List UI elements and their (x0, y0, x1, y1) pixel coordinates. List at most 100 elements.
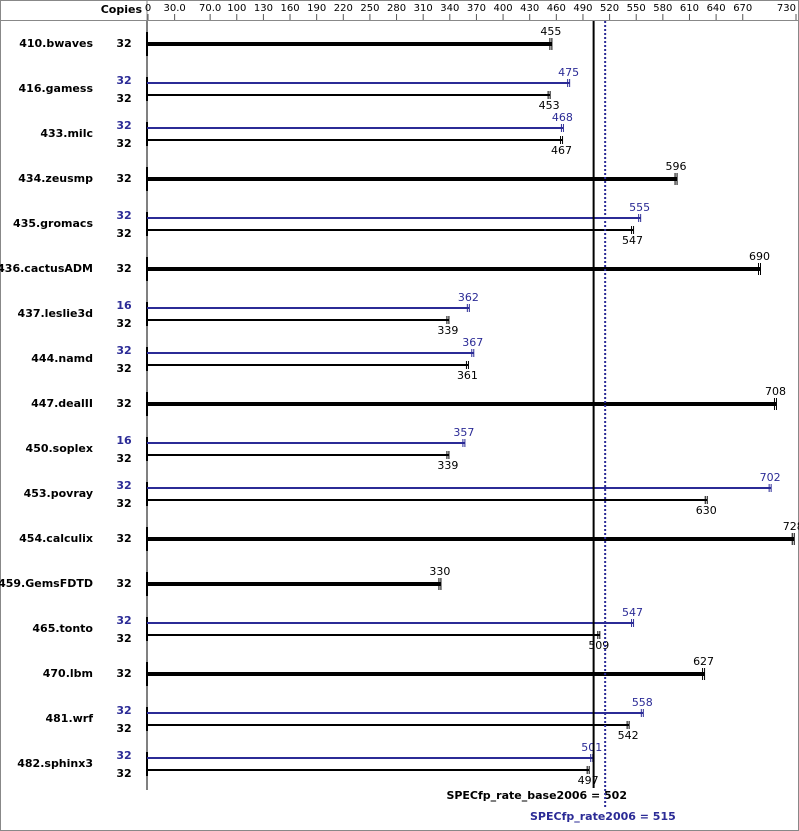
value-label: 555 (629, 201, 650, 214)
benchmark-name: 436.cactusADM (0, 262, 93, 275)
value-label: 627 (693, 655, 714, 668)
x-tick-label: 130 (254, 3, 273, 14)
copies: 32 (116, 632, 131, 645)
benchmark-name: 454.calculix (19, 532, 93, 545)
value-label: 690 (749, 250, 770, 263)
x-tick-label: 100 (227, 3, 246, 14)
x-tick-label: 340 (440, 3, 459, 14)
value-label: 542 (618, 729, 639, 742)
value-label: 361 (457, 369, 478, 382)
value-label: 708 (765, 385, 786, 398)
copies: 32 (116, 172, 131, 185)
copies: 32 (116, 262, 131, 275)
benchmark-name: 470.lbm (43, 667, 93, 680)
copies: 32 (116, 704, 131, 717)
value-label: 467 (551, 144, 572, 157)
x-tick-label: 580 (653, 3, 672, 14)
x-tick-label: 460 (547, 3, 566, 14)
benchmark-name: 465.tonto (32, 622, 93, 635)
copies: 32 (116, 227, 131, 240)
value-label: 455 (540, 25, 561, 38)
x-tick-label: 220 (334, 3, 353, 14)
reference-label: SPECfp_rate_base2006 = 502 (446, 789, 627, 802)
value-label: 558 (632, 696, 653, 709)
value-label: 547 (622, 234, 643, 247)
x-tick-label: 400 (494, 3, 513, 14)
value-label: 497 (578, 774, 599, 787)
benchmark-name: 444.namd (31, 352, 93, 365)
benchmark-name: 435.gromacs (13, 217, 93, 230)
copies: 32 (116, 92, 131, 105)
value-label: 547 (622, 606, 643, 619)
copies: 32 (116, 749, 131, 762)
x-tick-label: 160 (280, 3, 299, 14)
value-label: 362 (458, 291, 479, 304)
value-label: 367 (462, 336, 483, 349)
copies: 32 (116, 74, 131, 87)
x-tick-label: 190 (307, 3, 326, 14)
copies: 32 (116, 119, 131, 132)
copies: 32 (116, 317, 131, 330)
x-tick-label: 550 (627, 3, 646, 14)
copies: 16 (116, 299, 132, 312)
value-label: 330 (429, 565, 450, 578)
value-label: 468 (552, 111, 573, 124)
x-tick-label: 520 (600, 3, 619, 14)
benchmark-name: 416.gamess (19, 82, 94, 95)
copies: 32 (116, 37, 131, 50)
copies: 16 (116, 434, 132, 447)
copies: 32 (116, 497, 131, 510)
value-label: 728 (783, 520, 799, 533)
value-label: 702 (760, 471, 781, 484)
x-tick-label: 610 (680, 3, 699, 14)
x-tick-label: 490 (573, 3, 592, 14)
x-tick-label: 370 (467, 3, 486, 14)
benchmark-name: 450.soplex (26, 442, 93, 455)
copies: 32 (116, 362, 131, 375)
x-tick-label: 670 (733, 3, 752, 14)
value-label: 509 (588, 639, 609, 652)
copies: 32 (116, 452, 131, 465)
x-tick-label: 250 (360, 3, 379, 14)
value-label: 596 (666, 160, 687, 173)
copies: 32 (116, 209, 131, 222)
x-tick-label: 430 (520, 3, 539, 14)
value-label: 630 (696, 504, 717, 517)
copies-header: Copies (101, 3, 143, 16)
value-label: 453 (539, 99, 560, 112)
copies: 32 (116, 614, 131, 627)
copies: 32 (116, 397, 131, 410)
value-label: 339 (437, 459, 458, 472)
copies: 32 (116, 722, 131, 735)
copies: 32 (116, 532, 131, 545)
reference-label: SPECfp_rate2006 = 515 (530, 810, 676, 823)
benchmark-name: 434.zeusmp (18, 172, 93, 185)
copies: 32 (116, 344, 131, 357)
value-label: 501 (581, 741, 602, 754)
x-tick-label: 730 (777, 3, 796, 14)
value-label: 475 (558, 66, 579, 79)
benchmark-name: 447.dealII (31, 397, 93, 410)
x-tick-label: 30.0 (163, 3, 185, 14)
x-tick-label: 280 (387, 3, 406, 14)
benchmark-name: 437.leslie3d (18, 307, 93, 320)
copies: 32 (116, 767, 131, 780)
value-label: 339 (437, 324, 458, 337)
copies: 32 (116, 667, 131, 680)
benchmark-name: 453.povray (24, 487, 93, 500)
benchmark-name: 433.milc (40, 127, 93, 140)
benchmark-name: 459.GemsFDTD (0, 577, 93, 590)
benchmark-name: 482.sphinx3 (17, 757, 93, 770)
value-label: 357 (453, 426, 474, 439)
x-tick-label: 310 (414, 3, 433, 14)
copies: 32 (116, 137, 131, 150)
x-tick-label: 70.0 (199, 3, 221, 14)
copies: 32 (116, 577, 131, 590)
x-tick-label: 0 (145, 3, 151, 14)
benchmark-name: 481.wrf (45, 712, 93, 725)
x-tick-label: 640 (707, 3, 726, 14)
copies: 32 (116, 479, 131, 492)
benchmark-name: 410.bwaves (19, 37, 93, 50)
